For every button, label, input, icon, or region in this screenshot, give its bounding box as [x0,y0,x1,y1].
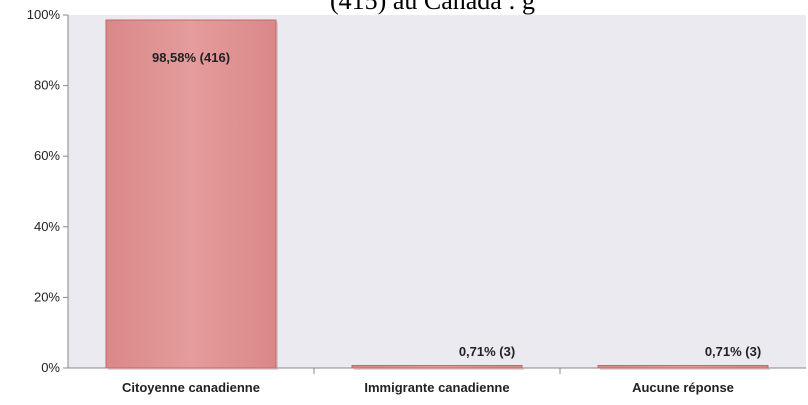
y-tick-label: 20% [34,289,60,304]
y-tick-label: 0% [41,360,60,375]
x-category-label: Immigrante canadienne [364,380,509,395]
data-label: 0,71% (3) [459,344,515,359]
bar [105,19,277,369]
bar-shadow [354,367,524,370]
y-tick-label: 60% [34,148,60,163]
bar [597,364,769,369]
data-label: 0,71% (3) [705,344,761,359]
bar [351,364,523,369]
y-tick-label: 100% [27,7,61,22]
y-tick-label: 80% [34,78,60,93]
data-label: 98,58% (416) [152,50,230,65]
y-tick-label: 40% [34,219,60,234]
bar-shadow [600,367,770,370]
x-category-label: Aucune réponse [632,380,734,395]
chart-title-fragment: (415) au Canada : g [330,0,536,15]
x-category-label: Citoyenne canadienne [122,380,260,395]
